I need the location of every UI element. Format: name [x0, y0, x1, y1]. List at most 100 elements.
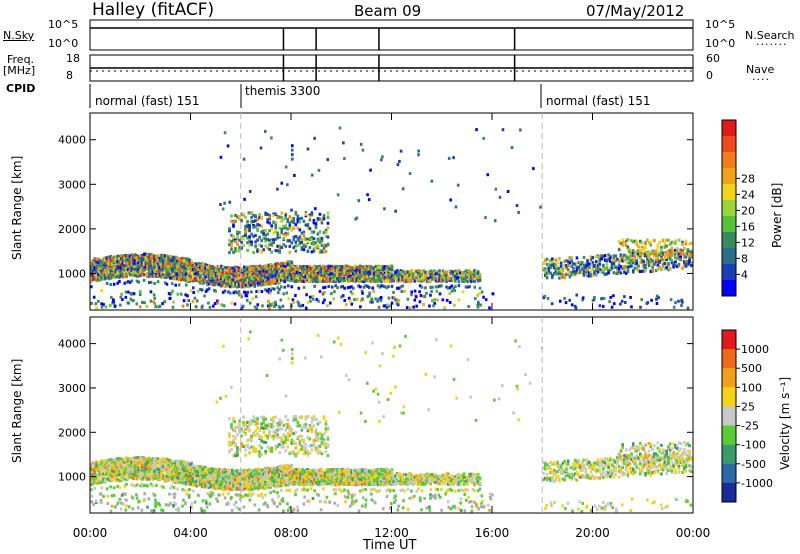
range-cell	[374, 277, 378, 281]
range-cell	[297, 268, 301, 272]
range-cell	[343, 270, 346, 274]
range-cell	[302, 219, 306, 223]
range-cell	[549, 271, 552, 275]
range-cell	[98, 278, 102, 282]
range-cell	[132, 258, 135, 262]
range-cell	[311, 277, 315, 281]
range-cell	[184, 268, 188, 272]
range-cell	[228, 291, 232, 295]
range-cell	[448, 286, 452, 290]
range-cell	[132, 270, 135, 274]
range-cell	[114, 273, 118, 277]
range-cell	[155, 273, 158, 277]
range-cell	[438, 269, 441, 273]
range-cell	[230, 240, 233, 244]
range-cell	[111, 258, 114, 262]
range-cell	[314, 247, 318, 251]
range-cell	[455, 274, 459, 278]
range-cell	[329, 278, 332, 282]
range-cell	[369, 168, 372, 172]
range-cell	[188, 262, 192, 266]
range-cell	[234, 249, 237, 253]
range-cell	[332, 270, 336, 274]
range-cell	[121, 257, 125, 261]
range-cell	[434, 279, 438, 283]
range-cell	[320, 274, 323, 278]
range-cell	[281, 273, 285, 277]
range-cell	[464, 278, 468, 282]
range-cell	[213, 266, 216, 270]
range-cell	[339, 268, 343, 272]
range-cell	[378, 269, 382, 273]
range-cell	[415, 270, 418, 274]
range-cell	[195, 271, 199, 275]
range-cell	[167, 255, 170, 259]
range-cell	[262, 248, 265, 252]
range-cell	[264, 239, 267, 243]
range-cell	[271, 280, 274, 284]
range-cell	[552, 259, 556, 263]
range-cell	[360, 270, 364, 274]
range-cell	[184, 266, 188, 270]
range-cell	[144, 258, 148, 262]
range-cell	[298, 217, 302, 221]
range-cell	[199, 278, 202, 282]
range-cell	[244, 215, 247, 219]
range-cell	[230, 283, 234, 287]
range-cell	[272, 278, 276, 282]
range-cell	[165, 260, 169, 264]
range-cell	[294, 279, 297, 283]
range-cell	[90, 262, 93, 266]
range-cell	[461, 277, 464, 281]
range-cell	[227, 290, 230, 294]
range-cell	[295, 274, 299, 278]
range-cell	[176, 257, 179, 261]
range-cell	[90, 285, 93, 289]
range-cell	[97, 277, 100, 281]
range-cell	[221, 274, 225, 278]
range-cell	[248, 285, 251, 289]
power-heatmap	[90, 126, 693, 310]
range-cell	[258, 235, 261, 239]
range-cell	[132, 264, 135, 268]
range-cell	[320, 221, 324, 225]
range-cell	[284, 213, 288, 217]
range-cell	[244, 281, 248, 285]
range-cell	[339, 275, 343, 279]
range-cell	[315, 277, 318, 281]
range-cell	[258, 214, 261, 218]
range-cell	[457, 271, 461, 275]
range-cell	[424, 270, 427, 274]
range-cell	[243, 285, 246, 289]
range-cell	[219, 202, 222, 206]
range-cell	[332, 272, 336, 276]
range-cell	[373, 276, 376, 280]
range-cell	[104, 273, 107, 277]
range-cell	[174, 271, 178, 275]
range-cell	[288, 239, 292, 243]
range-cell	[397, 270, 401, 274]
range-cell	[192, 286, 195, 290]
range-cell	[186, 266, 190, 270]
range-cell	[448, 276, 452, 280]
nsky-tick-top: 10^5	[48, 18, 79, 31]
range-cell	[270, 250, 273, 254]
range-cell	[554, 267, 558, 271]
range-cell	[443, 272, 447, 276]
range-cell	[199, 281, 202, 285]
range-cell	[248, 267, 251, 271]
range-cell	[388, 277, 392, 281]
range-cell	[308, 270, 311, 274]
range-cell	[439, 279, 443, 283]
range-cell	[565, 272, 568, 276]
range-cell	[232, 282, 236, 286]
range-cell	[609, 266, 612, 270]
range-cell	[137, 261, 141, 265]
range-cell	[415, 274, 418, 278]
range-cell	[468, 273, 471, 277]
range-cell	[343, 264, 346, 268]
range-cell	[468, 269, 471, 273]
range-cell	[316, 271, 320, 275]
range-cell	[266, 246, 269, 250]
range-cell	[262, 277, 265, 281]
